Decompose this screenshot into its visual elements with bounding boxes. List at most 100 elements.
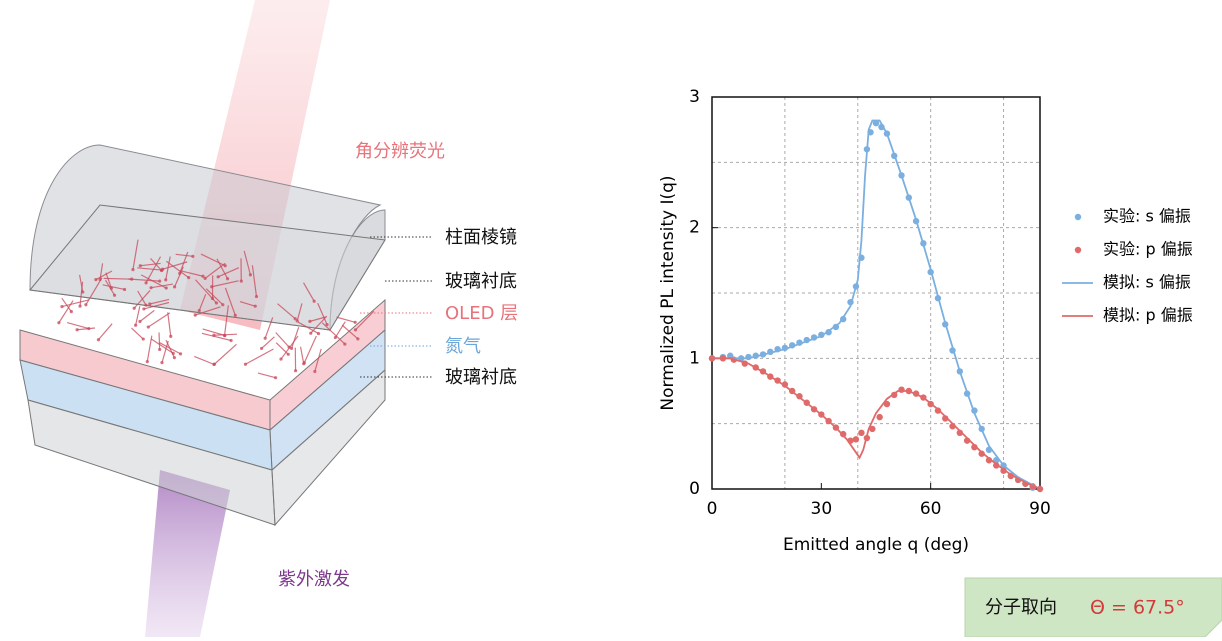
diagram-label: 玻璃衬底 <box>445 271 517 292</box>
dipole <box>301 347 304 364</box>
dipole-head <box>165 286 168 289</box>
dipole-head <box>84 303 87 306</box>
dipole-head <box>240 279 243 282</box>
dipole-head <box>160 361 163 364</box>
y-axis-label: Normalized PL intensity I(q) <box>658 175 678 410</box>
dipole <box>337 317 356 322</box>
dipole-head <box>144 281 147 284</box>
dipole-head <box>173 356 176 359</box>
dipole-head <box>142 307 145 310</box>
diagram-label: 角分辨荧光 <box>355 141 445 162</box>
dipole-head <box>317 332 320 335</box>
data-point <box>853 436 859 442</box>
dipole <box>304 336 316 363</box>
dipole-head <box>191 255 194 258</box>
dipole-head <box>221 303 224 306</box>
dipole <box>214 344 236 364</box>
dipole-head <box>274 376 277 379</box>
dipole-head <box>223 334 226 337</box>
dipole-head <box>226 277 229 280</box>
dipole-head <box>57 321 60 324</box>
dipole-head <box>187 276 190 279</box>
dipole-head <box>139 264 142 267</box>
dipole-head <box>98 278 101 281</box>
dipole <box>258 373 276 378</box>
dipole-head <box>194 313 197 316</box>
dipole-head <box>148 302 151 305</box>
badge: 分子取向 Θ = 67.5° <box>965 578 1222 637</box>
data-point <box>858 430 864 436</box>
legend-swatch <box>1075 247 1081 253</box>
legend-label: 模拟: s 偏振 <box>1103 273 1191 292</box>
dipole-head <box>294 369 297 372</box>
badge-label: 分子取向 <box>985 597 1057 618</box>
dipole-head <box>212 363 215 366</box>
x-tick-label: 60 <box>920 499 942 519</box>
dipole-head <box>255 295 258 298</box>
dipole <box>159 332 160 349</box>
dipole-head <box>229 339 232 342</box>
dipole-head <box>164 278 167 281</box>
dipole-head <box>254 305 257 308</box>
diagram-label: 紫外激发 <box>278 569 350 590</box>
dipole-head <box>78 304 81 307</box>
dipole <box>262 337 275 349</box>
dipole-head <box>131 268 134 271</box>
dipole <box>132 328 144 339</box>
y-tick-label: 1 <box>689 348 700 368</box>
diagram-label: 玻璃衬底 <box>445 367 517 388</box>
dipole-head <box>287 353 290 356</box>
diagram-label: 氮气 <box>445 336 481 357</box>
dipole-head <box>203 277 206 280</box>
dipole-head <box>308 320 311 323</box>
dipole-head <box>147 325 150 328</box>
x-tick-label: 30 <box>811 499 833 519</box>
legend-label: 模拟: p 偏振 <box>1103 306 1193 325</box>
diagram-label: 柱面棱镜 <box>445 227 517 248</box>
legend-label: 实验: p 偏振 <box>1103 240 1193 259</box>
dipole-head <box>142 337 145 340</box>
dipole-head <box>123 288 126 291</box>
dipole <box>140 310 154 321</box>
dipole-head <box>160 268 163 271</box>
dipole-head <box>211 297 214 300</box>
diagram <box>20 0 432 637</box>
dipole-head <box>113 294 116 297</box>
dipole-head <box>97 338 100 341</box>
dipole-head <box>133 307 136 310</box>
dipole-head <box>158 348 161 351</box>
dipole-head <box>169 335 172 338</box>
dipole-head <box>244 363 247 366</box>
badge-value: Θ = 67.5° <box>1090 597 1185 619</box>
dipole-head <box>302 362 305 365</box>
x-tick-label: 90 <box>1029 499 1051 519</box>
dipole-head <box>343 343 346 346</box>
dipole-head <box>296 319 299 322</box>
dipole-head <box>146 360 149 363</box>
dipole-head <box>260 347 263 350</box>
y-tick-label: 0 <box>689 479 700 499</box>
dipole-head <box>70 310 73 313</box>
dipole-head <box>354 328 357 331</box>
dipole <box>168 312 171 336</box>
data-point <box>898 386 904 392</box>
dipole <box>160 343 181 354</box>
dipole <box>98 324 112 340</box>
dipole-head <box>158 280 161 283</box>
dipole-head <box>172 352 175 355</box>
dipole-head <box>313 370 316 373</box>
dipole-head <box>356 337 359 340</box>
dipole-head <box>313 300 316 303</box>
dipole <box>151 339 173 353</box>
dipole <box>245 349 273 364</box>
dipole-head <box>179 352 182 355</box>
dipole-head <box>217 275 220 278</box>
sim-line <box>712 121 1040 489</box>
dipole-head <box>134 324 137 327</box>
dipole-head <box>279 357 282 360</box>
y-tick-label: 2 <box>689 218 700 238</box>
x-tick-label: 0 <box>707 499 718 519</box>
dipole <box>194 356 214 364</box>
